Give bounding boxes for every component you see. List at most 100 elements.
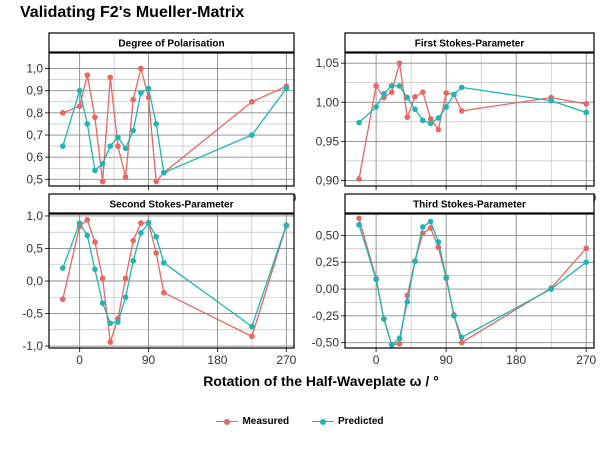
panel-4-point-predicted bbox=[458, 334, 465, 341]
panel-3-point-predicted bbox=[115, 319, 121, 325]
panel-3-point-measured bbox=[92, 239, 98, 245]
panel-3-point-predicted bbox=[107, 320, 114, 327]
panel-4-tick-label-y: 0,50 bbox=[316, 228, 340, 242]
panel-4-point-predicted bbox=[412, 258, 418, 264]
panel-4-point-measured bbox=[458, 339, 465, 346]
panel-2-strip bbox=[344, 32, 595, 53]
panel-1-point-predicted bbox=[76, 87, 83, 94]
panel-1-tick-label-y: 0,8 bbox=[26, 106, 43, 120]
panel-4-tick-label-y: -0,50 bbox=[312, 336, 340, 350]
panel-2-point-predicted bbox=[420, 117, 426, 124]
panel-1-strip bbox=[48, 32, 295, 53]
panel-1-point-measured bbox=[115, 143, 121, 149]
panel-1-strip-title: Degree of Polarisation bbox=[118, 39, 224, 50]
panel-2-point-predicted bbox=[427, 120, 434, 127]
panel-4-border bbox=[344, 213, 595, 349]
panel-2-point-measured bbox=[583, 101, 590, 107]
panel-1-point-measured bbox=[107, 74, 114, 81]
panel-1-point-predicted bbox=[99, 161, 106, 167]
panel-1-point-predicted bbox=[130, 127, 137, 134]
panel-2-tick-label-y: 1,00 bbox=[316, 95, 340, 109]
panel-2-point-predicted bbox=[435, 115, 442, 121]
panel-2-point-predicted bbox=[451, 91, 457, 98]
panel-2-point-predicted bbox=[412, 106, 418, 113]
panel-3-tick-label-y: -1,0 bbox=[22, 339, 43, 353]
panel-4-tick-label-y: 0,25 bbox=[316, 255, 340, 269]
panel-1-point-measured bbox=[76, 103, 83, 109]
panel-2-point-measured bbox=[427, 115, 434, 122]
panel-3-point-measured bbox=[99, 275, 106, 282]
legend: Measured Predicted bbox=[0, 416, 600, 430]
panel-4-point-predicted bbox=[583, 259, 590, 266]
panel-2-point-predicted bbox=[388, 83, 395, 89]
panel-3-tick-label-y: -0,5 bbox=[22, 307, 43, 321]
panel-4-point-predicted bbox=[451, 313, 457, 319]
panel-2-point-predicted bbox=[548, 97, 555, 104]
panel-1-point-measured bbox=[92, 114, 98, 121]
panel-4-strip bbox=[344, 193, 595, 214]
panel-2-background bbox=[345, 53, 594, 186]
panel-2-point-measured bbox=[388, 89, 395, 95]
panel-1-tick-label-y: 0,6 bbox=[26, 150, 43, 164]
panel-3-point-measured bbox=[138, 220, 144, 226]
panel-3-point-predicted bbox=[92, 266, 98, 273]
legend-swatch-measured bbox=[216, 417, 239, 427]
panel-3-point-measured bbox=[59, 296, 66, 303]
panel-4-point-predicted bbox=[435, 239, 442, 245]
panel-2-tick-label-y: 0,95 bbox=[316, 134, 340, 148]
panel-3-point-predicted bbox=[76, 220, 83, 226]
panel-4-tick-label-x: 270 bbox=[576, 353, 596, 367]
panel-3-tick-label-x: 90 bbox=[142, 353, 156, 367]
panel-3-point-predicted bbox=[130, 258, 137, 264]
panel-1-point-measured bbox=[99, 178, 106, 185]
panel-3-point-measured bbox=[249, 333, 255, 340]
panel-2-point-predicted bbox=[396, 83, 403, 89]
panel-2-tick-label-y: 1,05 bbox=[316, 56, 340, 70]
panel-3-point-predicted bbox=[122, 294, 129, 301]
panel-3-point-measured bbox=[161, 289, 167, 296]
panel-2-strip-title: First Stokes-Parameter bbox=[415, 39, 525, 50]
panel-1-border bbox=[48, 52, 295, 187]
panel-3-point-predicted bbox=[59, 265, 66, 271]
panel-1-point-predicted bbox=[84, 121, 91, 127]
panel-4-tick-label-x: 0 bbox=[373, 353, 380, 367]
panel-1-point-predicted bbox=[107, 143, 114, 149]
panel-4-point-predicted bbox=[381, 316, 387, 322]
panel-1-point-measured bbox=[153, 178, 159, 185]
panel-3: Second Stokes-Parameter 0 90 180 270 -1,0 -0,5… bbox=[22, 193, 297, 367]
panel-2-point-measured bbox=[458, 108, 465, 114]
panel-4-point-measured bbox=[356, 215, 362, 222]
panel-1-point-measured bbox=[59, 110, 66, 116]
panel-3-point-predicted bbox=[99, 300, 106, 306]
panel-2-point-predicted bbox=[583, 109, 590, 116]
panel-2-point-predicted bbox=[373, 104, 379, 110]
panel-4-strip-title: Third Stokes-Parameter bbox=[413, 200, 526, 211]
panel-3-point-predicted bbox=[161, 259, 167, 266]
panel-3-point-measured bbox=[122, 275, 129, 282]
panel-1: Degree of Polarisation0901802700,50,60,7… bbox=[26, 32, 297, 205]
panel-1-tick-label-y: 1,0 bbox=[26, 62, 43, 76]
panel-3-point-measured bbox=[153, 250, 159, 256]
panel-4-point-predicted bbox=[396, 335, 403, 342]
panel-2-point-measured bbox=[356, 176, 362, 182]
panel-1-tick-label-y: 0,9 bbox=[26, 84, 43, 98]
panel-4-point-predicted bbox=[548, 286, 555, 292]
panel-3-point-predicted bbox=[153, 233, 159, 240]
panel-4-point-predicted bbox=[373, 276, 379, 283]
panel-3-strip bbox=[48, 193, 295, 214]
panel-3-point-measured bbox=[107, 339, 114, 345]
panel-4-tick-label-y: 0,00 bbox=[316, 282, 340, 296]
panel-3-point-predicted bbox=[84, 232, 91, 239]
panel-2-point-predicted bbox=[404, 94, 411, 101]
panel-1-point-measured bbox=[138, 65, 144, 72]
panel-1-tick-label-y: 0,5 bbox=[26, 172, 43, 186]
panel-3-tick-label-y: 1,0 bbox=[26, 209, 43, 223]
panel-3-tick-label-x: 0 bbox=[76, 353, 83, 367]
panel-1-point-predicted bbox=[161, 169, 167, 176]
panel-3-point-predicted bbox=[249, 323, 255, 330]
chart-title: Validating F2's Mueller-Matrix bbox=[20, 4, 245, 21]
panel-4-point-measured bbox=[583, 245, 590, 252]
panel-2-point-predicted bbox=[458, 84, 465, 91]
panel-1-point-measured bbox=[122, 174, 129, 180]
